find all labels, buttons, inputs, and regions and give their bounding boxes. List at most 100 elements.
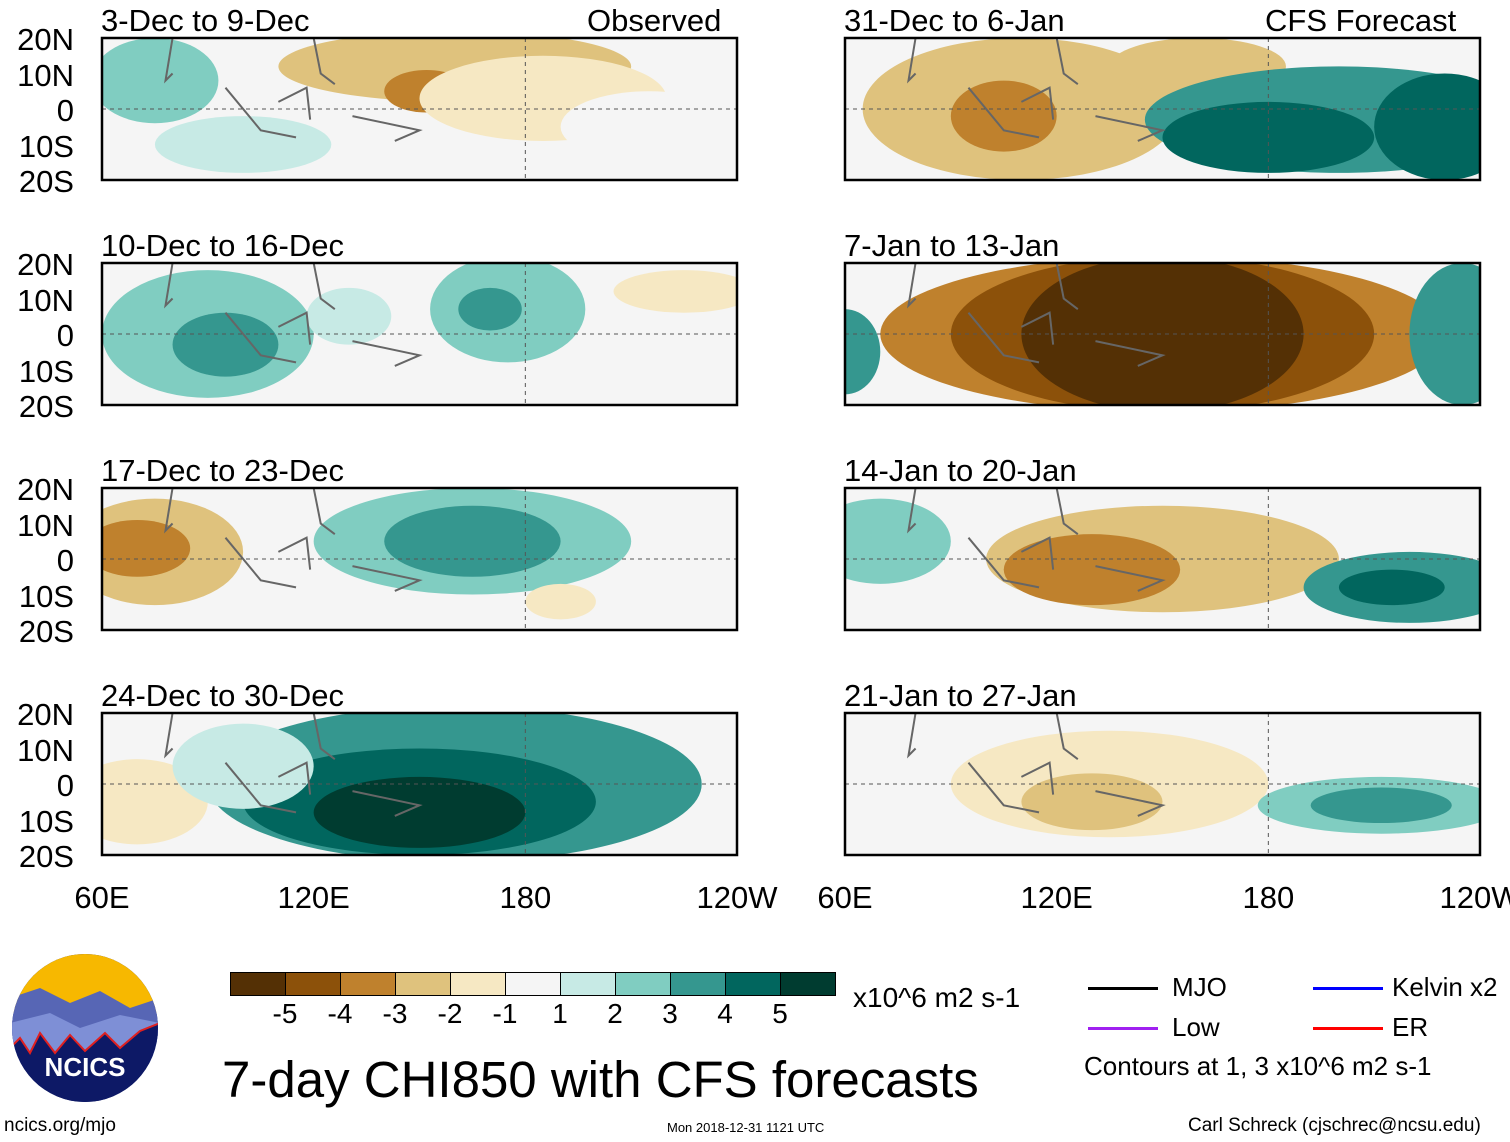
- footer-timestamp: Mon 2018-12-31 1121 UTC: [667, 1120, 825, 1135]
- lon-tick-label: 120E: [1020, 880, 1093, 915]
- lon-tick-label: 60E: [74, 880, 130, 915]
- colorbar-label: -3: [382, 998, 408, 1029]
- panel-title: 17-Dec to 23-Dec: [101, 453, 344, 488]
- colorbar-label: -5: [272, 998, 298, 1029]
- lat-tick-label: 20S: [18, 164, 74, 199]
- lat-tick-label: 20N: [17, 247, 74, 282]
- anomaly-shading: [1409, 263, 1480, 405]
- lat-tick-label: 10S: [18, 128, 74, 164]
- anomaly-shading: [154, 116, 332, 173]
- legend-kelvin: Kelvin x2: [1392, 972, 1498, 1002]
- panel-title: 14-Jan to 20-Jan: [844, 453, 1077, 488]
- anomaly-shading: [1338, 569, 1445, 606]
- anomaly-shading: [1021, 773, 1163, 831]
- lat-tick-label: 0: [56, 93, 74, 128]
- lat-tick-label: 0: [56, 318, 74, 353]
- colorbar-label: 5: [772, 998, 788, 1029]
- panel-title: 10-Dec to 16-Dec: [101, 228, 344, 263]
- colorbar-label: 2: [607, 998, 623, 1029]
- colorbar: [230, 972, 836, 996]
- colorbar-label: -1: [492, 998, 518, 1029]
- colorbar-swatch: [231, 973, 286, 995]
- panel-title: 7-Jan to 13-Jan: [844, 228, 1060, 263]
- lon-tick-label: 180: [1242, 880, 1295, 915]
- anomaly-shading: [845, 309, 881, 395]
- lat-tick-label: 20S: [18, 614, 74, 649]
- lat-tick-label: 10N: [17, 732, 74, 768]
- legend-low-line: [1088, 1027, 1158, 1030]
- footer-url[interactable]: ncics.org/mjo: [4, 1115, 116, 1136]
- colorbar-units: x10^6 m2 s-1: [853, 982, 1021, 1013]
- contour-note: Contours at 1, 3 x10^6 m2 s-1: [1084, 1051, 1432, 1081]
- observed-label: Observed: [587, 3, 722, 38]
- anomaly-shading: [1310, 787, 1452, 824]
- colorbar-swatch: [341, 973, 396, 995]
- map-panel: [843, 486, 1482, 632]
- footer-author: Carl Schreck (cjschrec@ncsu.edu): [1188, 1115, 1481, 1136]
- legend-er: ER: [1392, 1012, 1429, 1042]
- colorbar-swatch: [726, 973, 781, 995]
- colorbar-label: -2: [437, 998, 463, 1029]
- lon-tick-label: 120E: [277, 880, 350, 915]
- legend-low: Low: [1172, 1012, 1220, 1042]
- colorbar-swatch: [286, 973, 341, 995]
- panel-title: 3-Dec to 9-Dec: [101, 3, 310, 38]
- svg-text:NCICS: NCICS: [45, 1052, 126, 1082]
- lat-tick-label: 10N: [17, 282, 74, 318]
- map-panel: [843, 36, 1482, 182]
- forecast-label: CFS Forecast: [1265, 3, 1457, 38]
- anomaly-shading: [172, 723, 314, 809]
- colorbar-label: 1: [552, 998, 568, 1029]
- lat-tick-label: 20N: [17, 22, 74, 57]
- panel-title: 24-Dec to 30-Dec: [101, 678, 344, 713]
- lat-tick-label: 10N: [17, 57, 74, 93]
- colorbar-swatch: [781, 973, 835, 995]
- legend-er-line: [1313, 1027, 1383, 1030]
- lon-tick-label: 120W: [696, 880, 778, 915]
- colorbar-swatch: [616, 973, 671, 995]
- colorbar-swatch: [506, 973, 561, 995]
- lon-tick-label: 60E: [817, 880, 873, 915]
- lat-tick-label: 10S: [18, 803, 74, 839]
- anomaly-shading: [172, 312, 279, 377]
- lat-tick-label: 20S: [18, 839, 74, 874]
- colorbar-label: 4: [717, 998, 733, 1029]
- colorbar-swatch: [671, 973, 726, 995]
- map-panel: [843, 261, 1482, 407]
- colorbar-label: 3: [662, 998, 678, 1029]
- legend-kelvin-line: [1313, 987, 1383, 990]
- anomaly-shading: [1021, 263, 1304, 405]
- lat-tick-label: 20N: [17, 697, 74, 732]
- map-panel: [100, 261, 739, 407]
- anomaly-shading: [525, 583, 596, 620]
- lat-tick-label: 10S: [18, 578, 74, 614]
- map-panel: [843, 711, 1482, 857]
- legend-mjo: MJO: [1172, 972, 1227, 1002]
- panel-title: 31-Dec to 6-Jan: [844, 3, 1065, 38]
- anomaly-shading: [384, 505, 561, 577]
- lat-tick-label: 0: [56, 543, 74, 578]
- colorbar-swatch: [451, 973, 506, 995]
- panel-title: 21-Jan to 27-Jan: [844, 678, 1077, 713]
- anomaly-shading: [102, 38, 219, 124]
- anomaly-shading: [102, 519, 191, 577]
- colorbar-swatch: [396, 973, 451, 995]
- lat-tick-label: 20N: [17, 472, 74, 507]
- anomaly-shading: [560, 91, 737, 163]
- lat-tick-label: 20S: [18, 389, 74, 424]
- anomaly-shading: [1374, 73, 1480, 180]
- lat-tick-label: 10S: [18, 353, 74, 389]
- anomaly-shading: [613, 270, 737, 313]
- map-panel: [100, 711, 739, 857]
- lat-tick-label: 0: [56, 768, 74, 803]
- anomaly-shading: [845, 498, 951, 584]
- anomaly-shading: [313, 776, 526, 848]
- lat-tick-label: 10N: [17, 507, 74, 543]
- anomaly-shading: [1003, 534, 1181, 606]
- map-panel: [100, 486, 739, 632]
- anomaly-shading: [458, 287, 522, 331]
- anomaly-shading: [306, 287, 392, 345]
- figure-title: 7-day CHI850 with CFS forecasts: [222, 1051, 979, 1108]
- ncics-logo: NCICS: [12, 954, 158, 1102]
- colorbar-swatch: [561, 973, 616, 995]
